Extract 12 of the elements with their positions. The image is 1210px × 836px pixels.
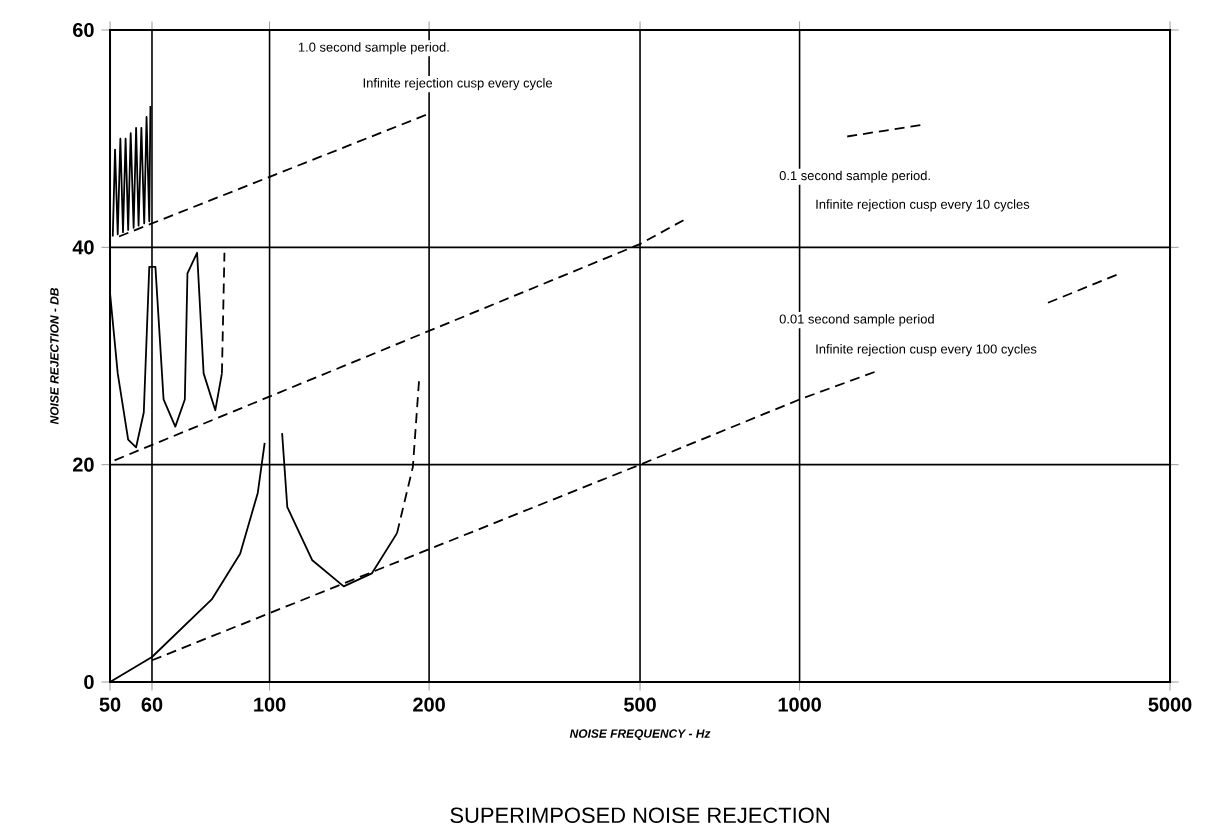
text: SUPERIMPOSED NOISE REJECTION [450,807,829,823]
y-tick-label: 0 [84,674,94,690]
x-tick-label: 50 [99,697,121,712]
x-tick-label: 100 [254,697,286,712]
y-tick-label: 60 [73,22,94,38]
x-tick-label: 200 [413,697,445,712]
x-tick-label: 1000 [778,697,821,712]
x-tick-label: 500 [624,697,656,712]
y-tick-label: 40 [72,240,94,255]
x-tick-label: 5000 [1148,697,1192,712]
y-tick-label: 20 [73,457,94,472]
x-tick-label: 60 [141,697,163,712]
